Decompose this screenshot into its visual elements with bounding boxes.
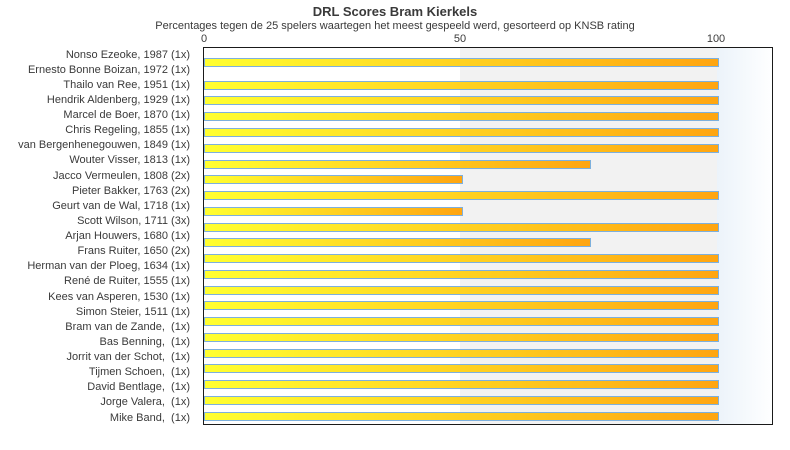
player-label: Thailo van Ree, 1951 (1x) <box>63 78 190 91</box>
player-label: Mike Band, (1x) <box>109 411 190 424</box>
score-bar <box>204 238 591 248</box>
score-bar <box>204 285 719 295</box>
chart-subtitle: Percentages tegen de 25 spelers waartege… <box>155 20 635 32</box>
bar-row <box>204 109 772 125</box>
score-bar <box>204 175 463 185</box>
player-label: van Bergenhenegouwen, 1849 (1x) <box>18 139 190 152</box>
score-bar <box>204 364 719 374</box>
score-bar <box>204 58 719 68</box>
player-label: Wouter Visser, 1813 (1x) <box>69 154 190 167</box>
bar-row <box>204 55 772 71</box>
bar-row <box>204 345 772 361</box>
player-label: Frans Ruiter, 1650 (2x) <box>77 245 191 258</box>
x-axis-tick-0: 0 <box>200 33 208 45</box>
bar-row <box>204 314 772 330</box>
player-label: Ernesto Bonne Boizan, 1972 (1x) <box>27 63 190 76</box>
score-bar <box>204 317 719 327</box>
score-bar <box>204 380 719 390</box>
player-label: Nonso Ezeoke, 1987 (1x) <box>65 48 190 61</box>
player-label: Kees van Asperen, 1530 (1x) <box>48 290 190 303</box>
bar-row <box>204 77 772 93</box>
player-label: Pieter Bakker, 1763 (2x) <box>71 184 190 197</box>
score-bar <box>204 206 463 216</box>
player-label: Arjan Houwers, 1680 (1x) <box>65 230 190 243</box>
score-bar <box>204 191 719 201</box>
score-bar <box>204 143 719 153</box>
score-bar <box>204 222 719 232</box>
player-label: Simon Steier, 1511 (1x) <box>75 305 190 318</box>
score-bar <box>204 395 719 405</box>
score-bar <box>204 80 719 90</box>
player-label: Scott Wilson, 1711 (3x) <box>77 214 190 227</box>
bar-row <box>204 393 772 409</box>
bar-row <box>204 235 772 251</box>
player-label: René de Ruiter, 1555 (1x) <box>64 275 190 288</box>
bar-row <box>204 298 772 314</box>
bar-row <box>204 125 772 141</box>
bar-row <box>204 330 772 346</box>
player-labels: Nonso Ezeoke, 1987 (1x) Ernesto Bonne Boi… <box>0 47 190 425</box>
score-bar <box>204 411 719 421</box>
bar-row <box>204 140 772 156</box>
player-label: Bram van de Zande, (1x) <box>65 320 190 333</box>
player-label: Hendrik Aldenberg, 1929 (1x) <box>46 93 190 106</box>
x-axis-tick-100: 100 <box>706 33 726 45</box>
bar-row <box>204 251 772 267</box>
score-bar <box>204 112 719 122</box>
plot-area <box>203 47 773 425</box>
bar-row <box>204 266 772 282</box>
score-bar <box>204 348 719 358</box>
player-label: Bas Benning, (1x) <box>99 335 191 348</box>
bar-row <box>204 219 772 235</box>
score-bar <box>204 332 719 342</box>
bar-row <box>204 408 772 424</box>
player-label: Geurt van de Wal, 1718 (1x) <box>52 199 190 212</box>
score-bar <box>204 254 719 264</box>
player-label: Jacco Vermeulen, 1808 (2x) <box>53 169 190 182</box>
bar-row <box>204 377 772 393</box>
score-bar <box>204 159 591 169</box>
player-label: David Bentlage, (1x) <box>87 381 190 394</box>
score-bar <box>204 96 719 106</box>
score-bar <box>204 127 719 137</box>
bar-row <box>204 203 772 219</box>
bar-row <box>204 188 772 204</box>
bar-row <box>204 172 772 188</box>
score-bar <box>204 269 719 279</box>
player-label: Herman van der Ploeg, 1634 (1x) <box>27 260 190 273</box>
player-label: Marcel de Boer, 1870 (1x) <box>63 109 190 122</box>
bar-row <box>204 282 772 298</box>
bar-row <box>204 48 772 55</box>
bar-row <box>204 93 772 109</box>
bar-row <box>204 71 772 78</box>
chart-title: DRL Scores Bram Kierkels <box>312 4 478 19</box>
player-label: Tijmen Schoen, (1x) <box>88 366 190 379</box>
x-axis-tick-50: 50 <box>453 33 467 45</box>
score-bar <box>204 301 719 311</box>
bar-row <box>204 156 772 172</box>
player-label: Chris Regeling, 1855 (1x) <box>65 124 190 137</box>
bar-row <box>204 361 772 377</box>
player-label: Jorge Valera, (1x) <box>100 396 190 409</box>
bar-rows <box>204 48 772 424</box>
player-label: Jorrit van der Schot, (1x) <box>66 351 191 364</box>
